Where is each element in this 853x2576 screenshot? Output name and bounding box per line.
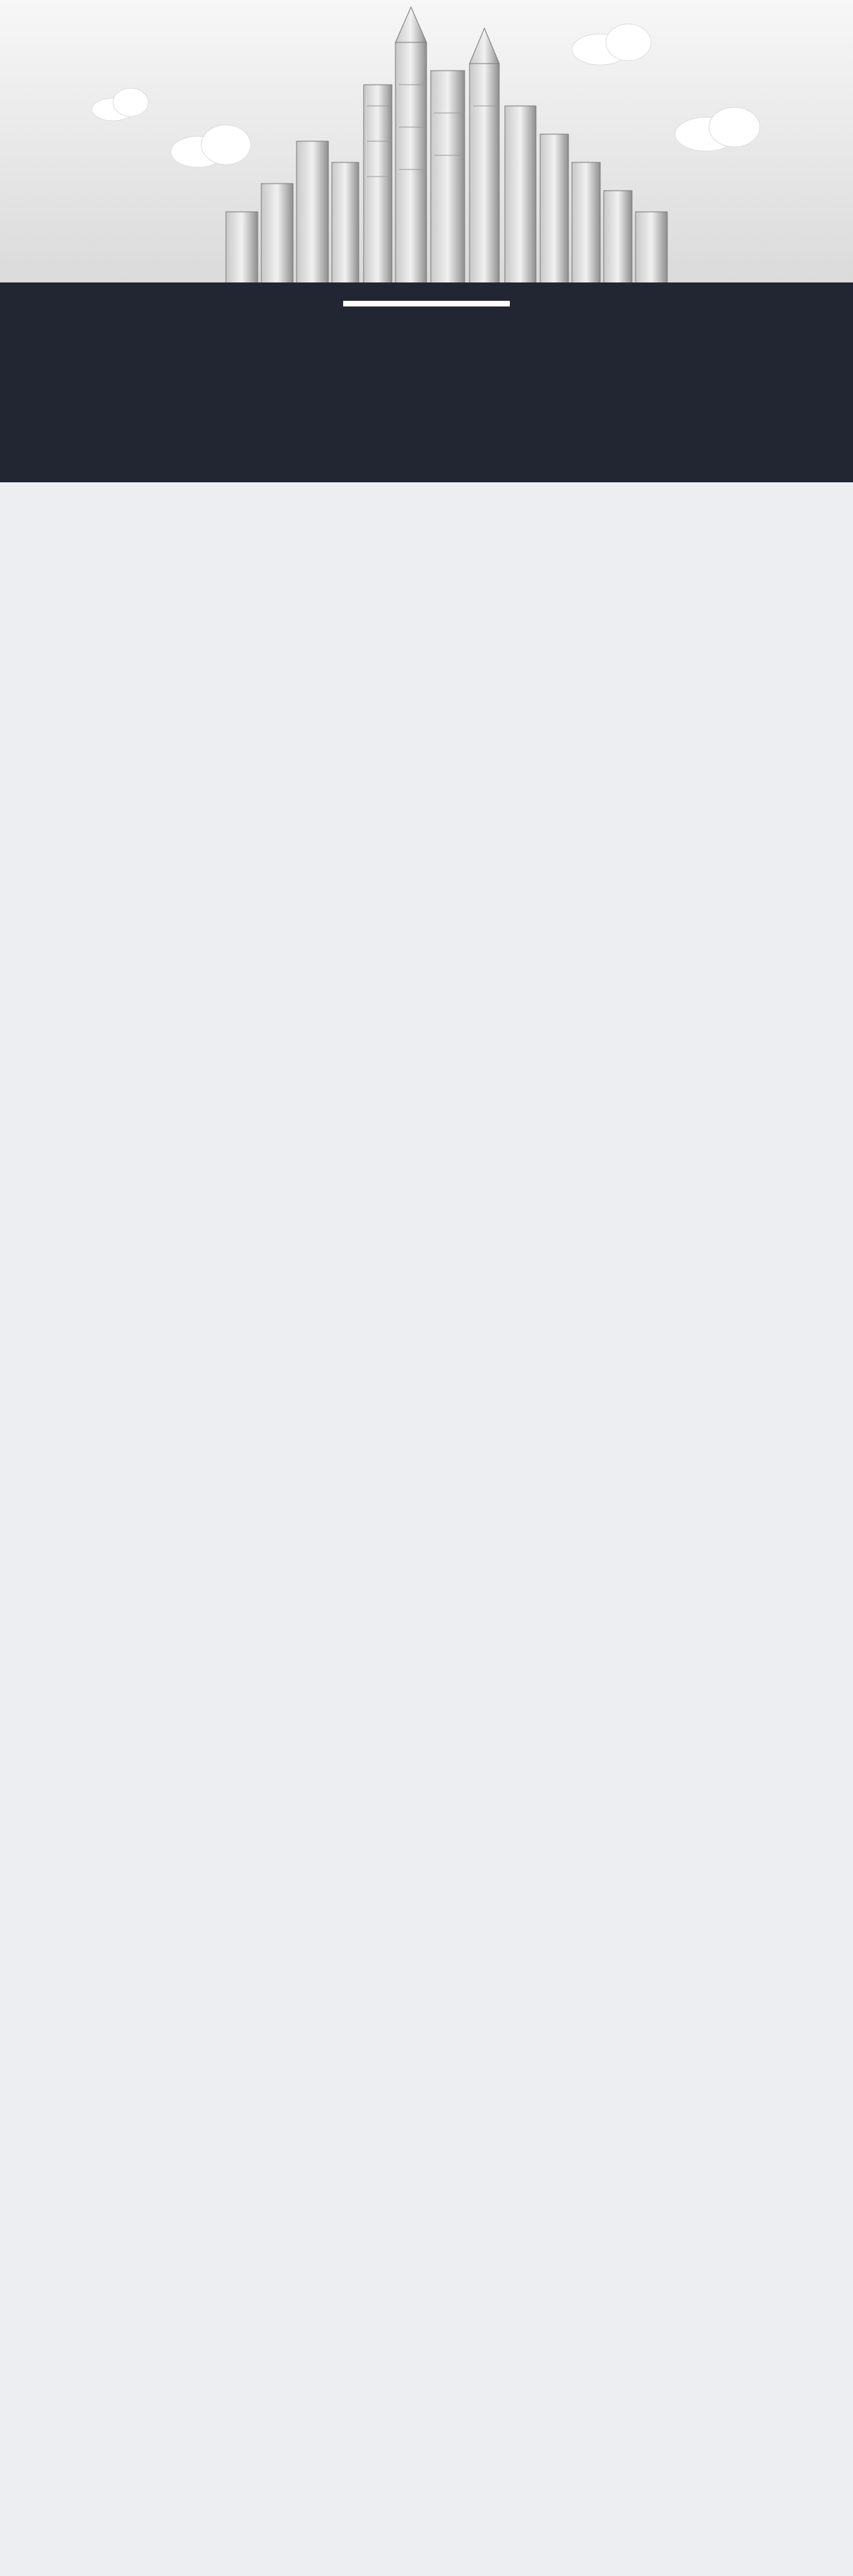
cover-title-band	[0, 282, 853, 482]
city-skyline-illustration	[0, 0, 853, 297]
cover-slide	[0, 0, 853, 482]
defender-info	[343, 301, 510, 306]
